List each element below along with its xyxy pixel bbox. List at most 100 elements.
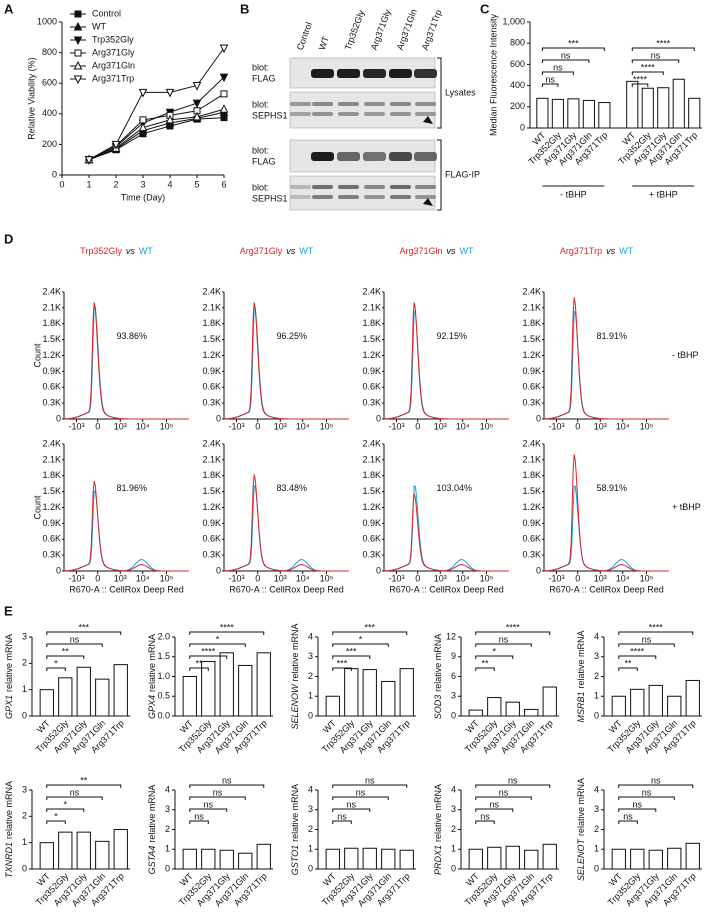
wt-name: WT bbox=[139, 246, 153, 256]
y-tick-label: 0.9K bbox=[202, 366, 221, 376]
wt-name: WT bbox=[619, 246, 633, 256]
series-line bbox=[88, 93, 225, 161]
y-tick-label: 2.4K bbox=[42, 438, 61, 448]
significance-bracket bbox=[618, 784, 694, 788]
significance-bracket bbox=[46, 820, 66, 824]
x-tick-label: 10³ bbox=[114, 573, 127, 583]
x-tick-label: -10³ bbox=[548, 421, 564, 431]
significance-bracket bbox=[332, 667, 352, 671]
y-tick-label: 400 bbox=[42, 108, 57, 118]
band bbox=[364, 112, 385, 116]
x-tick-label: 10³ bbox=[594, 573, 607, 583]
x-tick-label: 10⁴ bbox=[456, 421, 470, 431]
flow-axis bbox=[383, 444, 509, 572]
significance-bracket bbox=[631, 59, 680, 63]
blot-target: SEPHS1 bbox=[252, 193, 288, 203]
y-axis-label: MSRB1 relative mRNA bbox=[576, 630, 586, 722]
y-axis-label: Median Fluorescence Intensity bbox=[488, 13, 498, 136]
y-tick-label: 0.3K bbox=[522, 550, 541, 560]
y-tick-label: 4 bbox=[594, 631, 599, 641]
y-tick-label: 4 bbox=[308, 784, 313, 794]
x-tick-label: 10³ bbox=[274, 573, 287, 583]
x-tick-label: 6 bbox=[221, 179, 226, 189]
blot-group-label: FLAG-IP bbox=[445, 169, 480, 179]
group-bracket bbox=[437, 57, 442, 129]
x-tick-label: 0 bbox=[415, 573, 420, 583]
significance-label: * bbox=[64, 799, 68, 809]
band bbox=[337, 152, 360, 161]
x-tick-label: 10⁴ bbox=[456, 573, 470, 583]
y-axis-label: TXNRD1 relative mRNA bbox=[4, 781, 14, 878]
bar bbox=[256, 843, 271, 870]
y-tick-label: 0.6K bbox=[522, 382, 541, 392]
flow-title: Arg371Gln vs WT bbox=[399, 246, 474, 256]
significance-bracket bbox=[631, 83, 649, 87]
y-tick-label: 2.0 bbox=[157, 631, 170, 641]
flow-axis bbox=[223, 444, 349, 572]
percentage: 103.04% bbox=[437, 483, 473, 493]
band bbox=[363, 69, 386, 78]
y-tick-label: 9 bbox=[451, 651, 456, 661]
bar bbox=[95, 840, 110, 870]
y-tick-label: 0.6K bbox=[202, 534, 221, 544]
bar bbox=[113, 664, 128, 717]
bar bbox=[344, 847, 359, 870]
y-tick-label: 0.6K bbox=[42, 382, 61, 392]
band bbox=[338, 195, 359, 199]
significance-bracket bbox=[189, 820, 209, 824]
significance-bracket bbox=[618, 820, 638, 824]
y-tick-label: 0.3K bbox=[202, 550, 221, 560]
y-tick-label: 1.5K bbox=[42, 334, 61, 344]
bar bbox=[238, 664, 253, 717]
y-tick-label: 3 bbox=[22, 631, 27, 641]
blot-image bbox=[289, 91, 436, 129]
y-tick-label: 3 bbox=[451, 804, 456, 814]
significance-bracket bbox=[46, 784, 122, 788]
y-axis-label: PRDX1 relative mRNA bbox=[433, 784, 443, 875]
y-label-text: relative mRNA bbox=[290, 784, 300, 842]
bar bbox=[219, 652, 234, 717]
y-tick-label: 1.5K bbox=[202, 334, 221, 344]
x-tick-label: 10⁵ bbox=[320, 421, 334, 431]
x-tick-label: 4 bbox=[167, 179, 172, 189]
y-tick-label: 2.4K bbox=[522, 438, 541, 448]
significance-bracket bbox=[475, 655, 514, 659]
y-tick-label: 2 bbox=[451, 824, 456, 834]
wt-name: WT bbox=[460, 246, 474, 256]
x-axis-label: R670-A :: CellRox Deep Red bbox=[389, 584, 504, 594]
gene-name: SELENOW bbox=[290, 683, 300, 730]
band bbox=[290, 195, 311, 199]
y-tick-label: 1 bbox=[22, 837, 27, 847]
y-tick-label: 3 bbox=[22, 784, 27, 794]
percentage: 81.96% bbox=[117, 483, 148, 493]
y-tick-label: 2 bbox=[594, 824, 599, 834]
y-tick-label: 0.6K bbox=[362, 382, 381, 392]
bar bbox=[399, 668, 414, 717]
y-tick-label: 1.8K bbox=[42, 318, 61, 328]
blot-title: blot: bbox=[252, 145, 269, 155]
significance-label: ns bbox=[337, 811, 347, 821]
significance-label: *** bbox=[346, 646, 357, 656]
y-tick-label: 2.4K bbox=[202, 286, 221, 296]
flow-axis bbox=[543, 444, 669, 572]
bar bbox=[630, 688, 645, 717]
percentage: 58.91% bbox=[597, 483, 628, 493]
band bbox=[312, 195, 333, 199]
y-tick-label: 600 bbox=[42, 78, 57, 88]
y-tick-label: 6 bbox=[451, 671, 456, 681]
legend-label: Arg371Gln bbox=[92, 60, 135, 70]
band bbox=[363, 152, 386, 161]
flow-title: Arg371Trp vs WT bbox=[560, 246, 634, 256]
y-tick-label: 1.5K bbox=[362, 486, 381, 496]
significance-bracket bbox=[189, 631, 265, 635]
significance-label: ns bbox=[222, 775, 232, 785]
significance-bracket bbox=[189, 784, 265, 788]
y-tick-label: 0 bbox=[22, 863, 27, 873]
significance-bracket bbox=[332, 796, 389, 800]
bar bbox=[672, 78, 685, 129]
gene-name: PRDX1 bbox=[433, 845, 443, 875]
significance-bracket bbox=[332, 784, 408, 788]
significance-bracket bbox=[46, 796, 103, 800]
bar bbox=[536, 97, 549, 129]
bar bbox=[182, 848, 197, 870]
